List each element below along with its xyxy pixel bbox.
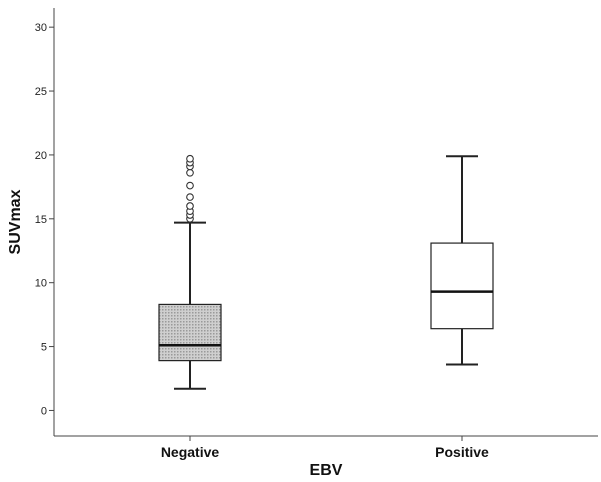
x-tick-label: Positive <box>435 444 489 460</box>
labels: Negative Positive EBV SUVmax <box>7 189 489 479</box>
x-axis-title: EBV <box>310 462 343 479</box>
y-tick-label: 25 <box>35 86 47 98</box>
outlier-point <box>186 202 194 210</box>
box-positive <box>430 155 494 366</box>
y-tick-label: 15 <box>35 214 47 226</box>
outlier-point <box>186 181 194 190</box>
y-tick-label: 30 <box>35 22 47 34</box>
y-tick-label: 5 <box>41 342 47 354</box>
outlier-point <box>186 154 194 163</box>
y-axis-title: SUVmax <box>7 189 24 254</box>
y-tick-label: 0 <box>41 405 47 417</box>
y-tick-label: 10 <box>35 278 47 290</box>
outlier-point <box>186 193 194 201</box>
boxes <box>158 154 494 390</box>
iqr-box <box>430 242 494 330</box>
x-tick-label: Negative <box>161 444 220 460</box>
iqr-box <box>158 303 222 362</box>
box-negative <box>158 154 222 390</box>
outlier-point <box>186 168 194 177</box>
axes: 0 5 10 15 20 25 30 <box>35 8 598 441</box>
y-tick-label: 20 <box>35 150 47 162</box>
